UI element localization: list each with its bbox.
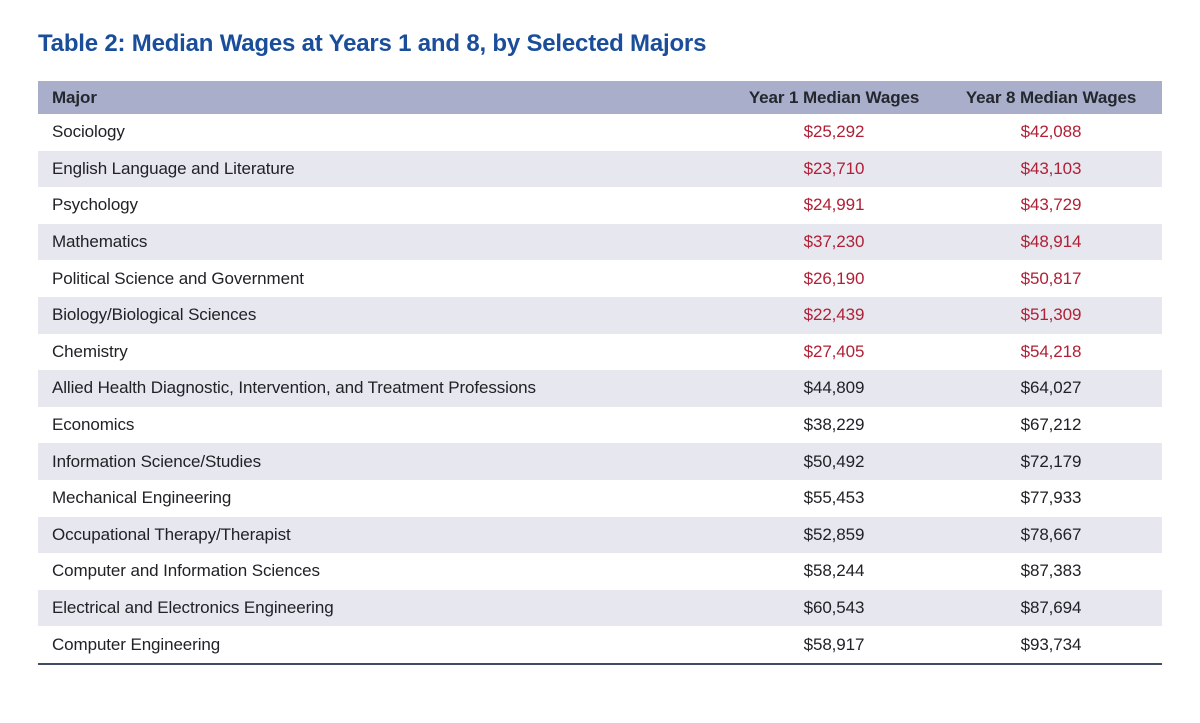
table-row: Allied Health Diagnostic, Intervention, … [38, 370, 1162, 407]
cell-year8-wage: $87,694 [940, 589, 1162, 627]
cell-year8-wage: $54,218 [1020, 341, 1082, 361]
table-row: English Language and Literature $23,710 $4… [38, 150, 1162, 188]
cell-year8-wage: $67,212 [1020, 415, 1082, 435]
table-header: Major Year 1 Median Wages Year 8 Median … [38, 81, 1162, 114]
table-row: Psychology $24,991 $43,729 [38, 187, 1162, 224]
table-row: Chemistry $27,405 $54,218 [38, 334, 1162, 371]
cell-major: Computer and Information Sciences [52, 561, 320, 581]
cell-year1-wage: $37,230 [728, 223, 940, 261]
median-wages-table: Major Year 1 Median Wages Year 8 Median … [38, 81, 1162, 665]
cell-year1-wage: $27,405 [803, 341, 865, 361]
cell-major: Economics [52, 415, 135, 435]
cell-year1-wage: $24,991 [803, 195, 865, 215]
table-title: Table 2: Median Wages at Years 1 and 8, … [38, 30, 707, 57]
cell-major: Sociology [52, 122, 125, 142]
cell-year8-wage: $43,103 [940, 150, 1162, 188]
cell-year8-wage: $78,667 [940, 516, 1162, 554]
table-row: Information Science/Studies $50,492 $72,17… [38, 443, 1162, 480]
table-row: Computer and Information Sciences $58,244… [38, 553, 1162, 590]
cell-year8-wage: $43,729 [1020, 195, 1082, 215]
cell-year8-wage: $48,914 [940, 223, 1162, 261]
cell-year1-wage: $58,244 [803, 561, 865, 581]
cell-year1-wage: $25,292 [803, 122, 865, 142]
cell-year8-wage: $64,027 [940, 370, 1162, 407]
cell-major: Biology/Biological Sciences [38, 296, 728, 334]
cell-year1-wage: $26,190 [803, 268, 865, 288]
cell-year8-wage: $87,383 [1020, 561, 1082, 581]
cell-major: English Language and Literature [38, 150, 728, 188]
cell-major: Allied Health Diagnostic, Intervention, … [38, 370, 728, 407]
header-cell-year8-median-wages: Year 8 Median Wages [940, 81, 1162, 114]
header-row: Major Year 1 Median Wages Year 8 Median … [38, 81, 1162, 114]
cell-year1-wage: $52,859 [728, 516, 940, 554]
cell-major: Computer Engineering [52, 634, 221, 654]
cell-major: Electrical and Electronics Engineering [38, 589, 728, 627]
cell-year1-wage: $50,492 [728, 443, 940, 480]
header-cell-year1-median-wages: Year 1 Median Wages [728, 81, 940, 114]
cell-year1-wage: $60,543 [728, 589, 940, 627]
table-row: Economics $38,229 $67,212 [38, 407, 1162, 444]
table-body: Sociology $25,292 $42,088 English Language … [38, 114, 1162, 664]
cell-year1-wage: $23,710 [728, 150, 940, 188]
table-row: Mathematics $37,230 $48,914 [38, 223, 1162, 261]
cell-year1-wage: $38,229 [803, 415, 865, 435]
header-cell-major: Major [38, 81, 728, 114]
table-row: Mechanical Engineering $55,453 $77,933 [38, 480, 1162, 517]
cell-major: Chemistry [52, 341, 128, 361]
document-page: Table 2: Median Wages at Years 1 and 8, … [0, 31, 1200, 723]
table-row: Computer Engineering $58,917 $93,734 [38, 626, 1162, 664]
cell-year1-wage: $55,453 [803, 488, 865, 508]
cell-major: Political Science and Government [52, 268, 304, 288]
cell-year1-wage: $44,809 [728, 370, 940, 407]
cell-year8-wage: $51,309 [940, 296, 1162, 334]
table-row: Electrical and Electronics Engineering $6… [38, 589, 1162, 627]
table-row: Political Science and Government $26,190 $… [38, 260, 1162, 297]
cell-year1-wage: $58,917 [803, 634, 865, 654]
cell-major: Mechanical Engineering [52, 488, 232, 508]
cell-major: Psychology [52, 195, 138, 215]
cell-major: Mathematics [38, 223, 728, 261]
table-row: Biology/Biological Sciences $22,439 $51,30… [38, 296, 1162, 334]
cell-year8-wage: $42,088 [1020, 122, 1082, 142]
cell-major: Information Science/Studies [38, 443, 728, 480]
cell-major: Occupational Therapy/Therapist [38, 516, 728, 554]
table-row: Sociology $25,292 $42,088 [38, 114, 1162, 151]
cell-year1-wage: $22,439 [728, 296, 940, 334]
cell-year8-wage: $72,179 [940, 443, 1162, 480]
cell-year8-wage: $50,817 [1020, 268, 1082, 288]
table-row: Occupational Therapy/Therapist $52,859 $78… [38, 516, 1162, 554]
cell-year8-wage: $77,933 [1020, 488, 1082, 508]
cell-year8-wage: $93,734 [1020, 634, 1082, 654]
